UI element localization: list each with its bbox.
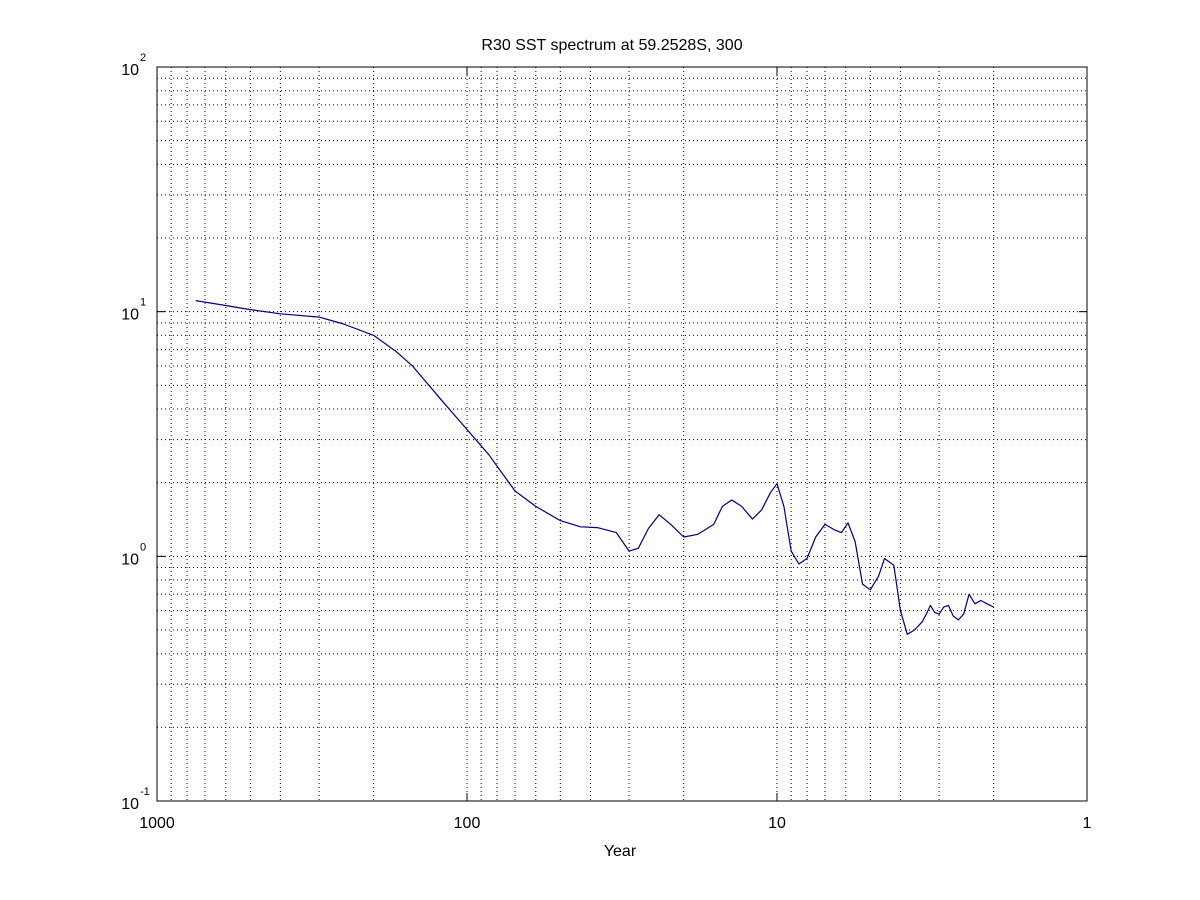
x-tick-label: 1 [1083, 815, 1092, 832]
plot-frame [156, 66, 1088, 802]
chart-title: R30 SST spectrum at 59.2528S, 300 [481, 37, 742, 54]
x-tick-label: 1000 [139, 815, 175, 832]
y-tick-label: 10 [121, 796, 139, 813]
y-tick-exponent: 1 [140, 297, 146, 309]
x-tick-label: 100 [454, 815, 481, 832]
x-tick-label: 10 [768, 815, 786, 832]
y-tick-exponent: -1 [140, 786, 150, 798]
x-axis-label: Year [604, 843, 637, 860]
x-axis: 1000 100 10 1 [139, 67, 1092, 832]
y-tick-exponent: 0 [140, 541, 146, 553]
y-tick-label: 10 [121, 62, 139, 79]
y-tick-label: 10 [121, 551, 139, 568]
y-tick-exponent: 2 [140, 52, 146, 64]
y-tick-label: 10 [121, 307, 139, 324]
series-layer [195, 300, 994, 635]
series-line-0 [195, 300, 994, 635]
grid [157, 67, 1087, 801]
